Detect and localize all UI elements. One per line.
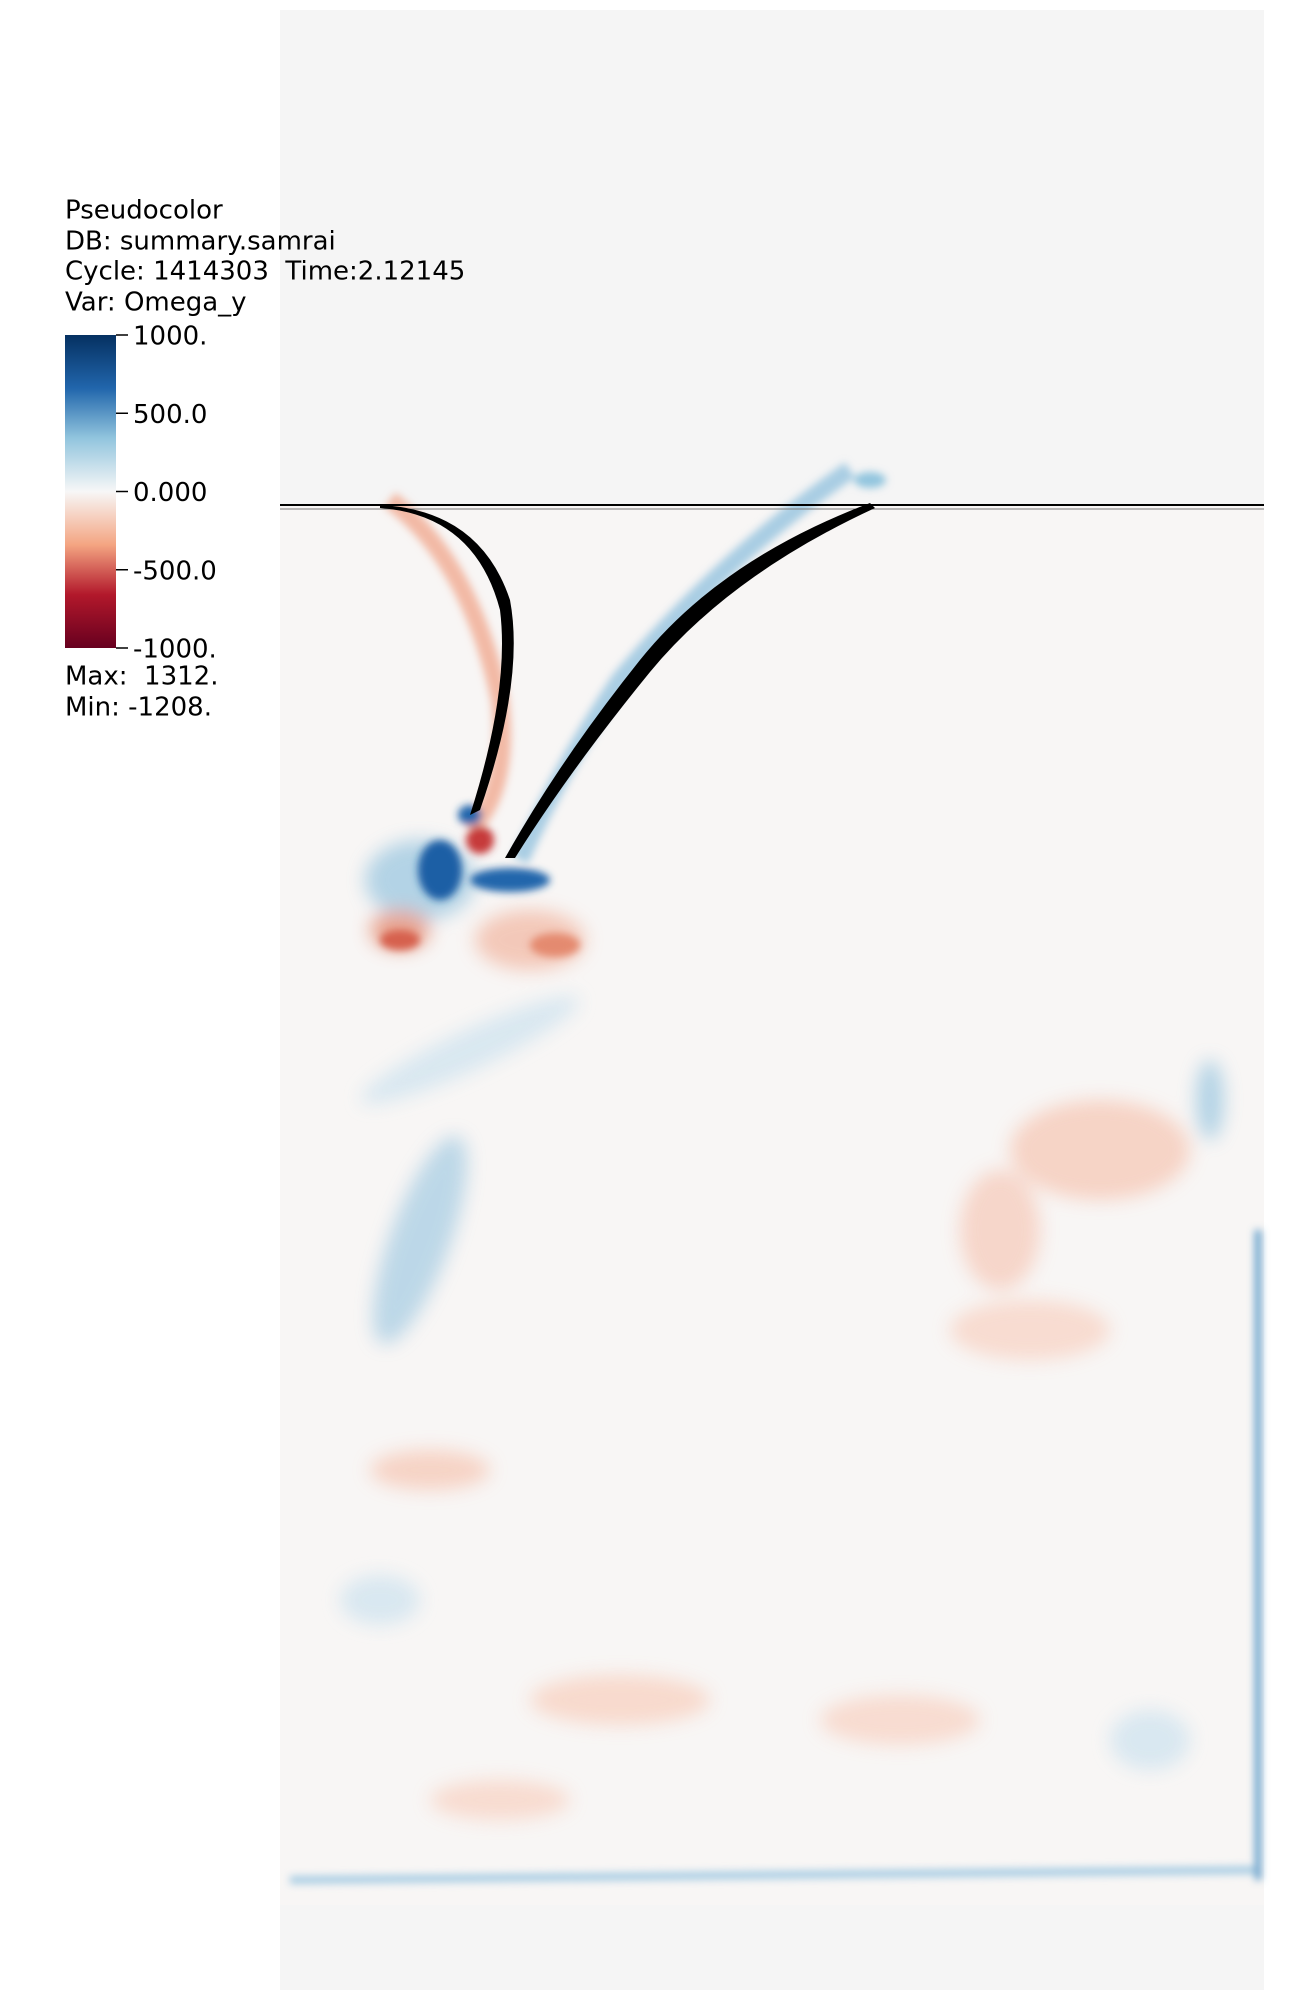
legend-database: DB: summary.samrai	[65, 227, 336, 257]
legend-variable: Var: Omega_y	[65, 288, 247, 318]
colorbar	[65, 335, 116, 648]
field	[280, 10, 1264, 1990]
colorbar-label: -500.0	[133, 556, 217, 586]
legend-cycle-time: Cycle: 1414303 Time:2.12145	[65, 257, 465, 287]
legend-title: Pseudocolor	[65, 196, 223, 226]
colorbar-label: 1000.	[133, 322, 207, 352]
legend-min: Min: -1208.	[65, 693, 212, 723]
colorbar-label: 500.0	[133, 400, 207, 430]
colorbar-ticks: 1000. 500.0 0.000 -500.0 -1000.	[116, 322, 217, 665]
colorbar-label: 0.000	[133, 478, 207, 508]
legend-max: Max: 1312.	[65, 662, 218, 692]
colorbar-label: -1000.	[133, 635, 217, 665]
legend: Pseudocolor DB: summary.samrai Cycle: 14…	[65, 196, 465, 723]
